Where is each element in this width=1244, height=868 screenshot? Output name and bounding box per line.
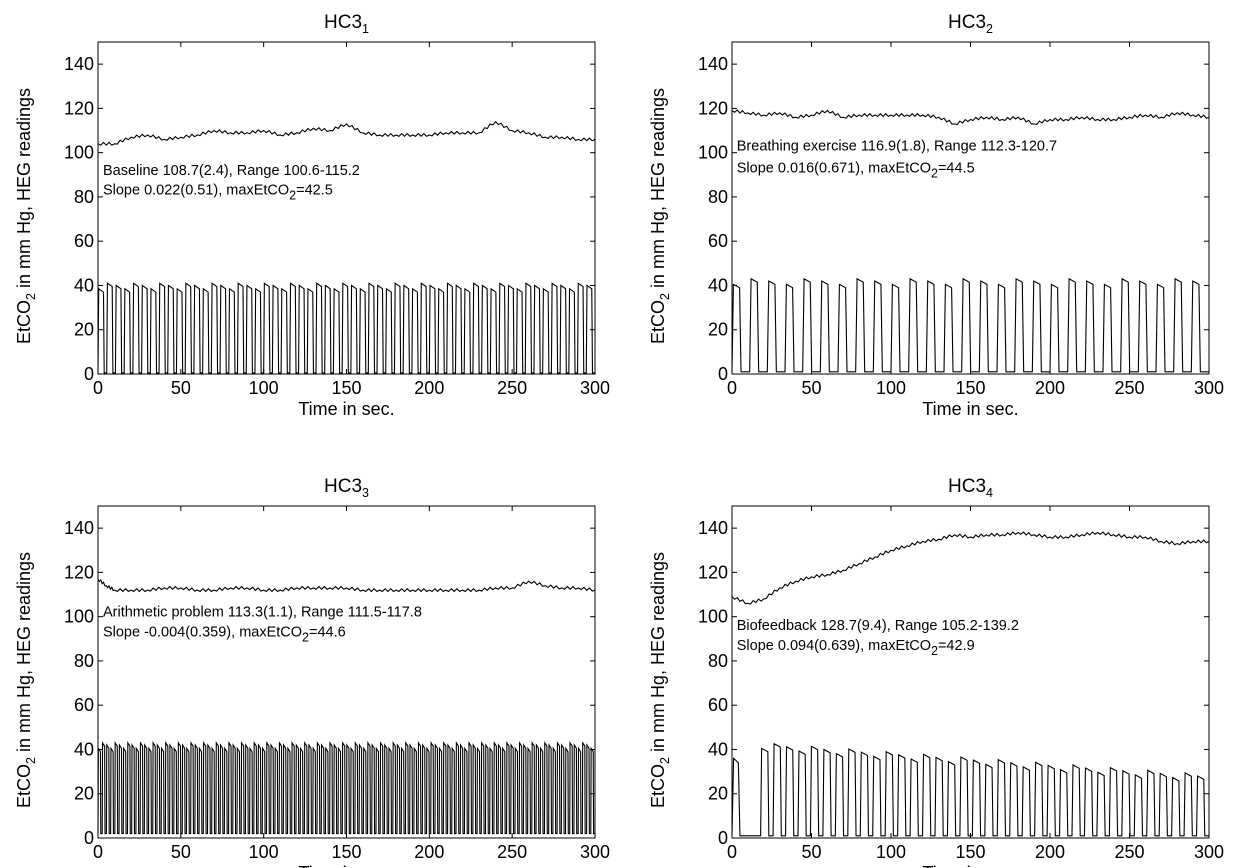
annotation-text: Slope 0.016(0.671), maxEtCO2=44.5 [737,161,975,181]
etco2-series-line [97,740,595,835]
x-tick-label: 150 [955,842,985,862]
x-tick-label: 300 [580,378,610,398]
chart-title: HC33 [324,476,369,500]
y-tick-label: 20 [74,320,94,340]
y-tick-label: 40 [708,275,728,295]
y-tick-label: 100 [64,143,94,163]
y-tick-label: 20 [708,320,728,340]
annotation-text: Baseline 108.7(2.4), Range 100.6-115.2 [103,163,360,179]
x-axis-label: Time in sec. [922,399,1018,419]
plot-frame [731,505,1210,839]
y-tick-label: 100 [698,143,728,163]
y-tick-label: 80 [708,187,728,207]
heg-series-line [97,120,596,146]
y-tick-label: 60 [708,231,728,251]
x-tick-label: 300 [1194,842,1224,862]
y-tick-label: 140 [698,54,728,74]
x-tick-label: 100 [249,378,279,398]
x-tick-label: 250 [497,842,527,862]
y-axis-label: EtCO2 in mm Hg, HEG readings [14,88,38,344]
y-tick-label: 120 [698,562,728,582]
x-axis-label: Time in sec. [298,863,394,868]
y-axis-label: EtCO2 in mm Hg, HEG readings [648,88,672,344]
x-tick-label: 50 [171,842,191,862]
y-tick-label: 20 [708,784,728,804]
panel-1: HC31 0 50 100 150 200 250 300 0 20 40 60 80 100 120 140… [14,12,610,419]
y-tick-label: 60 [74,695,94,715]
x-tick-label: 200 [1035,378,1065,398]
panel-3: HC33 0 50 100 150 200 250 300 0 20 40 60 80 100 120 140… [14,476,610,868]
y-tick-label: 100 [64,607,94,627]
chart-title: HC31 [324,12,369,36]
chart-title: HC32 [948,12,993,36]
x-tick-label: 100 [876,378,906,398]
y-tick-label: 0 [84,828,94,848]
x-tick-label: 50 [801,378,821,398]
x-tick-label: 200 [414,842,444,862]
annotation-text: Breathing exercise 116.9(1.8), Range 112… [737,138,1057,154]
x-tick-label: 250 [1114,842,1144,862]
x-tick-label: 0 [727,842,737,862]
y-tick-label: 100 [698,607,728,627]
plot-frame [97,41,596,375]
x-tick-label: 150 [955,378,985,398]
etco2-series-line [97,282,595,374]
annotation-text: Arithmetic problem 113.3(1.1), Range 111… [103,605,422,621]
y-tick-label: 80 [74,187,94,207]
x-tick-label: 50 [171,378,191,398]
x-tick-label: 200 [1035,842,1065,862]
y-tick-label: 40 [708,739,728,759]
x-tick-label: 250 [497,378,527,398]
y-tick-label: 0 [84,364,94,384]
x-tick-label: 250 [1114,378,1144,398]
panel-2: HC32 0 50 100 150 200 250 300 0 20 40 60 80 100 120 140… [648,12,1224,419]
x-tick-label: 200 [414,378,444,398]
x-tick-label: 150 [331,842,361,862]
heg-series-line [731,109,1210,126]
x-tick-label: 100 [249,842,279,862]
x-axis-label: Time in sec. [298,399,394,419]
y-tick-label: 0 [718,364,728,384]
y-tick-label: 80 [708,651,728,671]
x-tick-label: 300 [580,842,610,862]
y-tick-label: 120 [64,562,94,582]
y-tick-label: 120 [698,98,728,118]
plot-frame [731,41,1210,375]
y-tick-label: 20 [74,784,94,804]
x-tick-label: 50 [801,842,821,862]
y-tick-label: 0 [718,828,728,848]
x-tick-label: 150 [331,378,361,398]
y-tick-label: 60 [74,231,94,251]
annotation-text: Biofeedback 128.7(9.4), Range 105.2-139.… [737,618,1019,634]
x-tick-label: 100 [876,842,906,862]
y-tick-label: 140 [64,54,94,74]
y-tick-label: 80 [74,651,94,671]
y-tick-label: 40 [74,275,94,295]
x-tick-label: 300 [1194,378,1224,398]
annotation-text: Slope 0.022(0.51), maxEtCO2=42.5 [103,183,333,203]
y-tick-label: 140 [698,518,728,538]
etco2-series-line [731,742,1209,837]
y-tick-label: 140 [64,518,94,538]
chart-title: HC34 [948,476,993,500]
heg-series-line [731,531,1210,605]
annotation-text: Slope -0.004(0.359), maxEtCO2=44.6 [103,625,346,645]
x-tick-label: 0 [93,378,103,398]
x-axis-label: Time in sec. [922,863,1018,868]
x-tick-label: 0 [93,842,103,862]
x-tick-label: 0 [727,378,737,398]
etco2-series-line [731,277,1209,373]
y-axis-label: EtCO2 in mm Hg, HEG readings [648,552,672,808]
y-tick-label: 40 [74,739,94,759]
y-axis-label: EtCO2 in mm Hg, HEG readings [14,552,38,808]
y-tick-label: 120 [64,98,94,118]
annotation-text: Slope 0.094(0.639), maxEtCO2=42.9 [737,638,975,658]
panel-4: HC34 0 50 100 150 200 250 300 0 20 40 60 80 100 120 140… [648,476,1224,868]
y-tick-label: 60 [708,695,728,715]
heg-series-line [97,578,596,593]
